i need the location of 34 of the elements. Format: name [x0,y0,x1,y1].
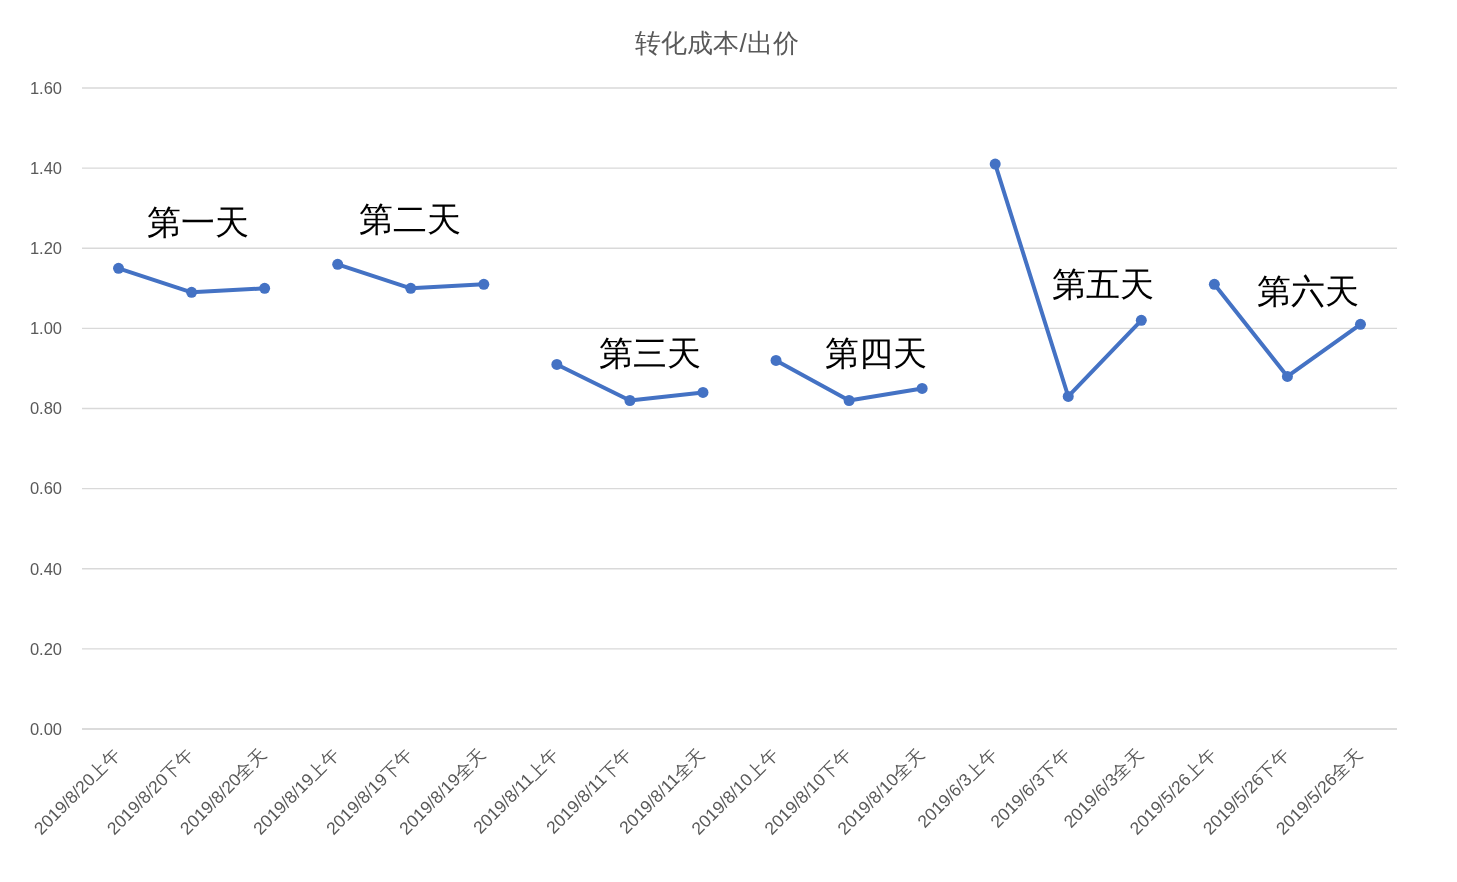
annotation: 第三天 [599,334,701,372]
y-tick-label: 1.60 [29,78,62,97]
y-tick-label: 0.40 [29,559,62,578]
point [186,286,198,298]
chart-title: 转化成本/出价 [634,28,800,58]
annotation: 第一天 [147,203,249,241]
point [1135,314,1147,326]
annotation: 第四天 [825,334,927,372]
point [259,282,271,294]
point [332,258,344,270]
point [1208,278,1220,290]
point [697,386,709,398]
annotation: 第二天 [359,200,461,238]
y-tick-label: 1.20 [29,239,62,258]
annotation: 第六天 [1257,272,1359,310]
y-tick-label: 0.00 [29,719,62,738]
point [770,354,782,366]
y-tick-label: 0.80 [29,399,62,418]
point [916,382,928,394]
point [551,358,563,370]
point [1354,318,1366,330]
point [1281,370,1293,382]
point [843,394,855,406]
point [989,158,1001,170]
y-tick-label: 0.60 [29,479,62,498]
annotation: 第五天 [1052,265,1154,303]
point [478,278,490,290]
y-tick-label: 1.00 [29,319,62,338]
point [405,282,417,294]
point [624,394,636,406]
y-tick-label: 0.20 [29,639,62,658]
point [1062,390,1074,402]
y-tick-label: 1.40 [29,158,62,177]
point [113,262,125,274]
